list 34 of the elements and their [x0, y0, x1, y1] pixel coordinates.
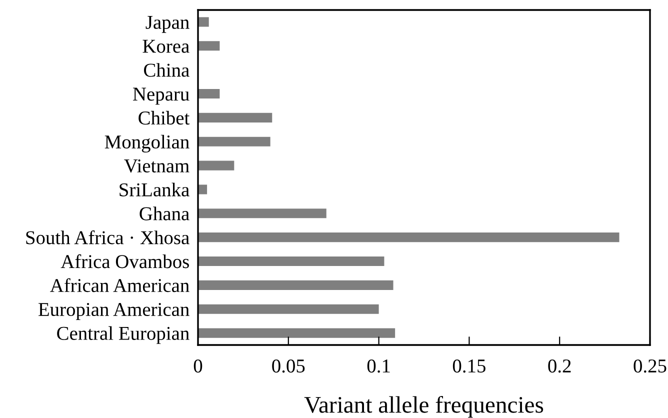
- x-axis-title: Variant allele frequencies: [304, 396, 544, 418]
- y-tick-label: Chibet: [138, 110, 190, 125]
- bar: [198, 112, 272, 122]
- bar: [198, 328, 396, 338]
- y-tick-label: China: [144, 63, 190, 77]
- y-tick-label: Central Europian: [57, 326, 190, 344]
- bar: [198, 136, 270, 146]
- bar: [198, 256, 384, 266]
- bar: [198, 17, 209, 27]
- x-tick-label: 0.15: [452, 359, 486, 373]
- bar: [198, 280, 394, 290]
- x-tick-label: 0: [194, 359, 202, 373]
- y-tick-label: Ghana: [140, 206, 190, 220]
- bar: [198, 88, 220, 99]
- y-tick-label: African American: [50, 278, 190, 292]
- y-tick-label: Mongolian: [104, 134, 190, 153]
- bar: [198, 304, 379, 314]
- x-tick-label: 0.05: [272, 359, 305, 373]
- y-tick-label: SriLanka: [120, 182, 190, 196]
- y-tick-label: Korea: [142, 40, 190, 53]
- y-tick-label: Vietnam: [124, 159, 190, 173]
- bar: [198, 160, 234, 170]
- bar: [198, 208, 326, 218]
- x-tick-label: 0.25: [634, 359, 666, 373]
- bar: [198, 232, 620, 242]
- y-tick-label: Japan: [146, 16, 190, 33]
- y-tick-label: Africa Ovambos: [60, 254, 189, 268]
- y-tick-label: South Africa · Xhosa: [26, 230, 190, 244]
- bar: [198, 184, 208, 194]
- bar: [198, 41, 220, 51]
- y-tick-label: Neparu: [133, 88, 190, 105]
- y-tick-label: Europian American: [38, 302, 190, 320]
- x-tick-label: 0.1: [367, 359, 390, 373]
- x-tick-label: 0.2: [548, 359, 571, 373]
